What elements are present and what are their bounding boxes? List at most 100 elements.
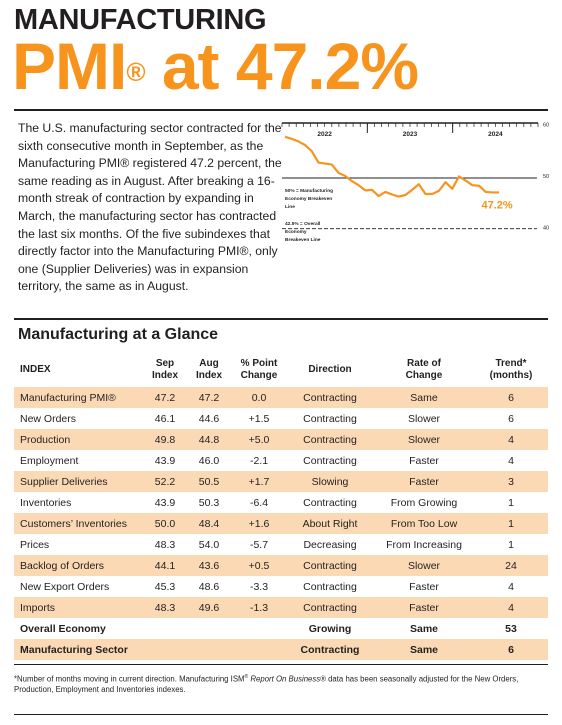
header-kicker: MANUFACTURING [14,4,267,36]
headline-pre: PMI [12,29,127,103]
cell-trend: 1 [508,496,514,509]
table-row: Supplier Deliveries 52.2 50.5 +1.7 Slowing Fa… [14,471,548,492]
section-divider [14,318,548,320]
table-row: Inventories 43.9 50.3 -6.4 Contracting From G… [14,492,548,513]
table-row: Employment 43.9 46.0 -2.1 Contracting Faster 4 [14,450,548,471]
cell-direction: Decreasing [303,538,357,551]
cell-rate: Slower [374,555,474,576]
table-row: Production 49.8 44.8 +5.0 Contracting Slower 4 [14,429,548,450]
cell-direction: Contracting [286,555,374,576]
chart-reference-label: Line [285,204,295,210]
glance-table: INDEX Sep Index Aug Index % Point Change… [14,353,548,660]
chart-y-tick-label: 50 [543,174,549,180]
col-aug-label: Aug Index [195,358,223,381]
footnote: *Number of months moving in current dire… [14,672,548,695]
cell-change: +1.6 [232,513,286,534]
table-row: Backlog of Orders 44.1 43.6 +0.5 Contracting… [14,555,548,576]
cell-aug: 48.4 [186,513,232,534]
cell-empty [144,639,186,660]
cell-sep: 49.8 [144,429,186,450]
cell-index: Inventories [20,496,72,509]
table-row: Manufacturing PMI® 47.2 47.2 0.0 Contracting… [14,387,548,408]
cell-empty [186,639,232,660]
cell-change: -1.3 [232,597,286,618]
cell-sep: 47.2 [144,387,186,408]
cell-index: Production [14,429,144,450]
cell-trend: 4 [474,429,548,450]
cell-direction: Contracting [286,429,374,450]
cell-aug: 49.6 [186,597,232,618]
cell-change: -6.4 [249,496,269,509]
footnote-divider [14,664,548,665]
cell-direction: Contracting [303,412,357,425]
chart-reference-label: Economy [285,229,307,235]
chart-reference-label: 50% = Manufacturing [285,188,333,194]
cell-rate: Faster [374,597,474,618]
intro-paragraph: The U.S. manufacturing sector contracted… [18,121,282,294]
headline: PMI® at 47.2% [12,29,419,103]
cell-rate: Slower [407,412,441,425]
cell-index: Manufacturing PMI® [14,387,144,408]
cell-direction: Contracting [303,580,357,593]
table-row: New Export Orders 45.3 48.6 -3.3 Contracting… [14,576,548,597]
cell-aug: 48.6 [198,580,220,593]
cell-direction: Contracting [286,639,374,660]
pmi-line-chart: 2022 2023 2024 60 50 40 50% = Manufacturing Eco… [281,122,549,243]
cell-direction: Growing [308,622,352,635]
cell-aug: 50.5 [186,471,232,492]
cell-sep: 44.1 [144,555,186,576]
cell-rate: From Increasing [386,538,462,551]
chart-y-tick-label: 40 [543,226,549,232]
cell-direction: About Right [286,513,374,534]
cell-trend: 6 [474,639,548,660]
cell-change: -3.3 [249,580,269,593]
cell-rate: Same [409,622,439,635]
summary-row-manufacturing-sector: Manufacturing Sector Contracting Same 6 [14,639,548,660]
cell-index: Overall Economy [20,622,106,635]
chart-reference-label: 42.5% = Overall [285,221,320,227]
cell-change: 0.0 [232,387,286,408]
chart-x-tick-label: 2024 [488,131,503,138]
cell-rate: Same [374,387,474,408]
cell-rate: From Growing [390,496,458,509]
cell-rate: Faster [409,580,439,593]
cell-index: Prices [20,538,50,551]
cell-sep: 43.9 [154,496,176,509]
glance-title: Manufacturing at a Glance [18,326,219,343]
cell-direction: Contracting [303,454,357,467]
cell-trend: 24 [474,555,548,576]
cell-direction: Contracting [303,496,357,509]
col-rate-label: Rate of Change [405,358,443,381]
cell-direction: Contracting [286,597,374,618]
footnote-pre: *Number of months moving in current dire… [14,674,245,684]
cell-sep: 48.3 [144,597,186,618]
chart-x-tick-label: 2023 [403,131,418,138]
cell-sep: 43.9 [154,454,176,467]
cell-direction: Slowing [286,471,374,492]
cell-rate: Slower [374,429,474,450]
cell-change: -5.7 [249,538,269,551]
cell-direction: Contracting [286,387,374,408]
footnote-italic: Report On Business [248,674,321,684]
col-rate: Rate of Change [374,353,474,387]
cell-aug: 54.0 [198,538,220,551]
cell-index: New Orders [20,412,77,425]
cell-trend: 3 [474,471,548,492]
cell-sep: 45.3 [154,580,176,593]
cell-change: +1.5 [248,412,270,425]
cell-trend: 53 [505,622,517,635]
col-pct: % Point Change [232,353,286,387]
col-sep: Sep Index [144,353,186,387]
cell-trend: 1 [508,538,514,551]
chart-callout-label: 47.2% [481,199,512,211]
cell-empty [232,639,286,660]
top-divider [14,109,548,111]
footnote-post: ® data has been seasonally adjusted for … [14,674,519,694]
cell-aug: 44.6 [198,412,220,425]
cell-index: Backlog of Orders [14,555,144,576]
table-row: Imports 48.3 49.6 -1.3 Contracting Faster 4 [14,597,548,618]
cell-sep: 50.0 [144,513,186,534]
col-direction: Direction [308,364,352,375]
cell-sep: 48.3 [154,538,176,551]
cell-change: +0.5 [232,555,286,576]
